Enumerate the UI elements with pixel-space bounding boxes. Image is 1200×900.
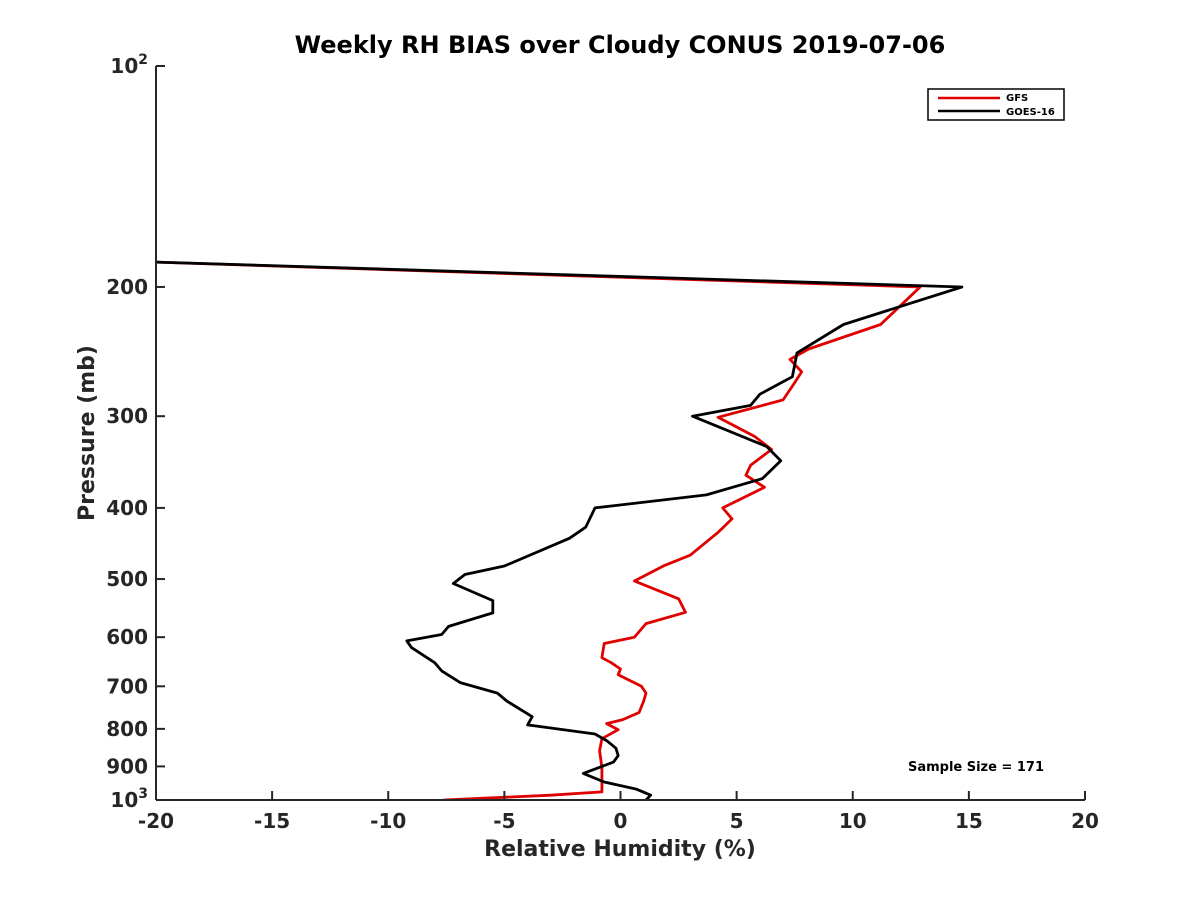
y-tick-label: 103 xyxy=(110,786,148,812)
x-tick-label: -20 xyxy=(138,809,174,833)
plot-lines xyxy=(156,260,964,800)
y-ticks: 102 200 300 400 500 600 700 800 900 103 xyxy=(106,52,165,812)
legend-label-goes16: GOES-16 xyxy=(1006,107,1055,118)
series-line-gfs xyxy=(156,260,922,800)
y-tick-label: 200 xyxy=(106,275,148,299)
y-tick-label: 300 xyxy=(106,404,148,428)
y-tick-label: 900 xyxy=(106,754,148,778)
series-line-goes16 xyxy=(156,260,964,800)
y-tick-label: 600 xyxy=(106,625,148,649)
x-tick-label: 0 xyxy=(614,809,628,833)
y-tick-label: 400 xyxy=(106,496,148,520)
y-tick-label: 102 xyxy=(110,52,148,78)
x-axis-label: Relative Humidity (%) xyxy=(484,837,756,862)
x-tick-label: 15 xyxy=(955,809,983,833)
legend-box xyxy=(927,88,1065,121)
x-ticks: -20 -15 -10 -5 0 5 10 15 20 xyxy=(138,791,1099,833)
y-axis-label: Pressure (mb) xyxy=(75,345,100,521)
chart-title: Weekly RH BIAS over Cloudy CONUS 2019-07… xyxy=(295,31,946,59)
x-tick-label: 20 xyxy=(1071,809,1099,833)
x-tick-label: -15 xyxy=(254,809,290,833)
legend-label-gfs: GFS xyxy=(1006,93,1028,104)
y-tick-label: 700 xyxy=(106,674,148,698)
x-tick-label: -5 xyxy=(493,809,515,833)
x-tick-label: 5 xyxy=(730,809,744,833)
sample-size-annotation: Sample Size = 171 xyxy=(908,760,1044,775)
x-tick-label: -10 xyxy=(370,809,406,833)
y-tick-label: 800 xyxy=(106,717,148,741)
y-tick-label: 500 xyxy=(106,567,148,591)
x-tick-label: 10 xyxy=(839,809,867,833)
legend: GFS GOES-16 xyxy=(927,88,1065,121)
